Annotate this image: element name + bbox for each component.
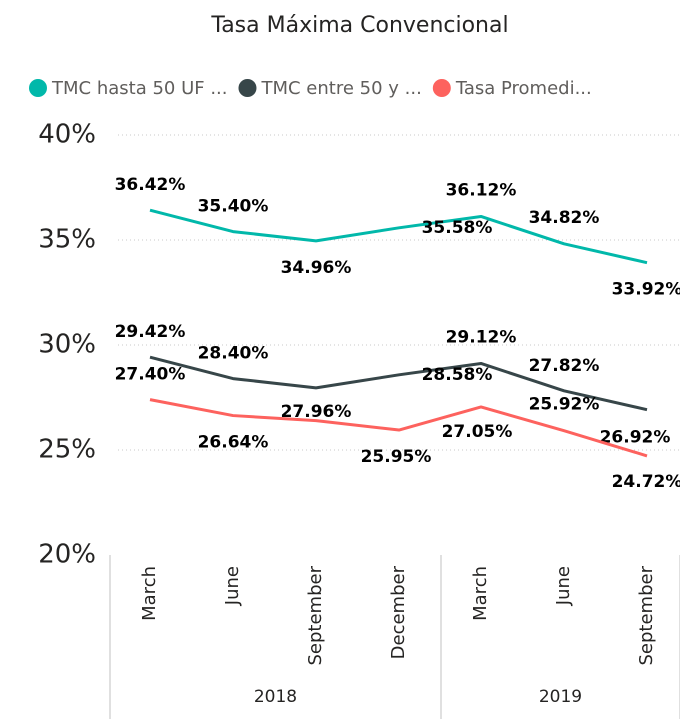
y-tick-label: 35% <box>38 225 96 255</box>
series-line <box>149 398 648 458</box>
legend-label: Tasa Promedi... <box>455 78 592 99</box>
data-label: 33.92% <box>612 280 680 300</box>
data-label: 36.12% <box>446 180 517 200</box>
x-tick-label: September <box>636 565 657 665</box>
data-label: 34.82% <box>529 208 600 228</box>
series-line <box>149 355 648 412</box>
y-tick-label: 40% <box>38 120 96 150</box>
data-label: 26.92% <box>600 428 671 448</box>
data-label: 28.40% <box>198 344 269 364</box>
x-group-label: 2019 <box>539 687 582 707</box>
data-label: 29.42% <box>115 322 186 342</box>
legend-marker <box>238 79 257 97</box>
x-tick-label: September <box>305 565 326 665</box>
data-label: 36.42% <box>115 175 186 195</box>
data-label: 27.40% <box>115 365 186 385</box>
legend-marker <box>29 79 47 97</box>
x-group-label: 2018 <box>254 687 297 707</box>
data-label: 25.95% <box>361 447 432 467</box>
y-tick-label: 20% <box>38 540 96 570</box>
data-label: 35.58% <box>422 218 493 238</box>
data-label: 28.58% <box>422 365 493 385</box>
x-tick-label: March <box>470 566 491 621</box>
data-label: 27.82% <box>529 356 600 376</box>
data-label: 25.92% <box>529 395 600 415</box>
data-label: 34.96% <box>281 258 352 278</box>
x-tick-label: June <box>222 566 243 606</box>
data-label: 29.12% <box>446 327 517 347</box>
y-tick-label: 30% <box>38 330 96 360</box>
legend-label: TMC hasta 50 UF ... <box>51 78 227 99</box>
x-tick-label: June <box>553 566 574 606</box>
chart-title: Tasa Máxima Convencional <box>210 13 508 38</box>
y-tick-label: 25% <box>38 435 96 465</box>
legend-label: TMC entre 50 y ... <box>260 78 421 99</box>
x-tick-label: December <box>388 565 409 659</box>
data-label: 27.05% <box>442 422 513 442</box>
data-label: 24.72% <box>612 472 680 492</box>
data-label: 27.96% <box>281 402 352 422</box>
x-tick-label: March <box>139 566 160 621</box>
series-line <box>149 208 648 265</box>
data-label: 26.64% <box>198 433 269 453</box>
legend-marker <box>432 79 451 97</box>
data-label: 35.40% <box>198 197 269 217</box>
